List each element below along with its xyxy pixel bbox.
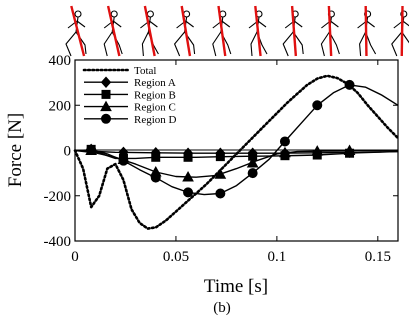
stick-figure xyxy=(140,5,159,57)
y-tick-label: 0 xyxy=(64,144,72,160)
series-layer xyxy=(73,74,400,230)
data-point-region-c xyxy=(246,156,259,168)
series-line-region-d xyxy=(74,84,399,196)
legend-item-region-b: Region B xyxy=(84,89,176,101)
data-point-region-b xyxy=(151,152,161,162)
x-tick-label: 0.1 xyxy=(268,249,287,265)
tracked-segment xyxy=(143,5,156,57)
y-tick-label: 200 xyxy=(49,98,72,114)
data-point-region-c xyxy=(343,144,356,155)
stick-figure xyxy=(248,5,268,57)
legend-label: Region D xyxy=(134,114,177,126)
series-line-total xyxy=(73,74,400,230)
legend-label: Region A xyxy=(134,77,176,89)
tracked-segment xyxy=(327,5,333,57)
stick-figure-strip xyxy=(65,5,409,57)
legend-label: Region B xyxy=(134,89,176,101)
stick-figure xyxy=(320,5,340,57)
data-point-region-c xyxy=(279,146,291,158)
series-region-d xyxy=(74,79,399,199)
x-tick-label: 0.15 xyxy=(365,249,391,265)
data-point-region-b xyxy=(183,152,193,162)
data-point-region-c xyxy=(311,145,324,156)
x-tick-label: 0 xyxy=(71,249,79,265)
tracked-segment xyxy=(400,5,404,57)
tracked-segment xyxy=(70,5,86,57)
legend-marker xyxy=(101,89,111,99)
legend-marker xyxy=(100,76,112,88)
x-tick-label: 0.05 xyxy=(163,249,189,265)
legend-label: Total xyxy=(134,65,156,77)
data-point-region-d xyxy=(150,172,161,183)
tracked-segment xyxy=(254,5,262,57)
ticks-layer: 0 0.05 0.1 0.15 -400 -200 0 200 400 xyxy=(44,53,398,265)
stick-figure xyxy=(103,5,123,57)
tracked-segment xyxy=(106,5,121,57)
tracked-segment xyxy=(364,5,368,57)
legend-marker xyxy=(101,113,111,124)
data-point-region-d xyxy=(279,136,290,147)
data-point-region-b xyxy=(215,152,225,162)
legend-item-region-d: Region D xyxy=(84,113,177,126)
data-point-region-c xyxy=(214,168,227,179)
x-axis-label: Time [s] xyxy=(204,276,268,297)
tracked-segment xyxy=(180,5,192,57)
stick-figure xyxy=(391,5,409,57)
data-point-region-d xyxy=(344,79,355,90)
legend-marker xyxy=(100,100,112,112)
data-point-region-d xyxy=(312,100,323,111)
legend-label: Region C xyxy=(134,102,176,114)
y-tick-label: -400 xyxy=(44,234,72,250)
tracked-segment xyxy=(217,5,227,57)
stick-figure xyxy=(65,5,87,57)
stick-figure xyxy=(212,5,232,57)
stick-figure xyxy=(282,5,304,57)
series-line-region-a xyxy=(74,149,399,154)
data-point-region-d xyxy=(247,168,258,179)
figure-caption: (b) xyxy=(213,300,231,316)
y-tick-label: -200 xyxy=(44,189,72,205)
y-tick-label: 400 xyxy=(49,53,72,69)
y-axis-label: Force [N] xyxy=(5,113,26,187)
data-point-region-d xyxy=(86,145,97,156)
legend-item-total: Total xyxy=(82,65,156,77)
data-point-region-d xyxy=(183,187,194,198)
series-total xyxy=(73,74,400,230)
stick-figure xyxy=(357,5,377,57)
legend-item-region-a: Region A xyxy=(84,76,176,89)
data-point-region-d xyxy=(118,155,129,166)
stick-figure xyxy=(174,5,196,57)
data-point-region-c xyxy=(182,170,194,182)
data-point-region-d xyxy=(215,188,226,199)
legend-item-region-c: Region C xyxy=(84,100,176,114)
tracked-segment xyxy=(290,5,298,57)
